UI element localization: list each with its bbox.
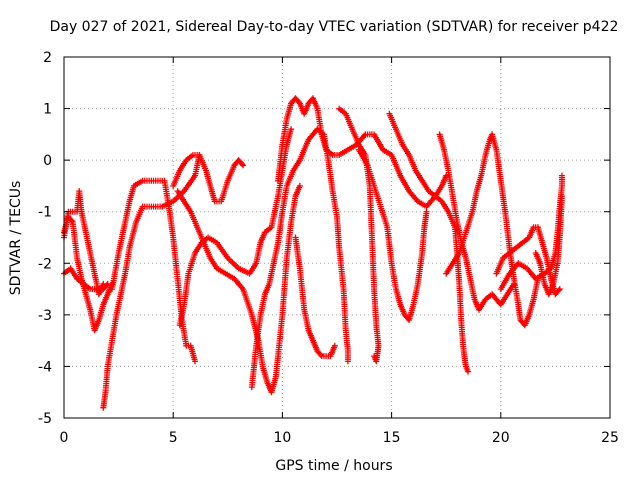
- data-point-markers: [170, 152, 247, 205]
- data-point-markers: [292, 234, 338, 360]
- satellite-track: [174, 182, 303, 396]
- data-point-markers: [386, 110, 472, 375]
- satellite-track: [170, 152, 247, 205]
- data-point-markers: [275, 95, 450, 210]
- y-tick-label: 2: [43, 50, 52, 66]
- y-tick-label: -3: [38, 308, 52, 324]
- y-axis-label: SDTVAR / TECUs: [8, 181, 24, 296]
- x-tick-label: 25: [601, 430, 619, 446]
- y-tick-label: -1: [38, 205, 52, 221]
- axis-ticks: 0 5 10 15 20 25 -5 -4 -3 -2 -1 0 1 2: [38, 50, 619, 446]
- satellite-track: [355, 146, 430, 323]
- y-tick-label: -5: [38, 411, 52, 427]
- satellite-track: [532, 193, 565, 298]
- y-tick-label: 1: [43, 102, 52, 118]
- data-markers: [61, 95, 565, 411]
- satellite-track: [275, 95, 450, 210]
- satellite-track: [443, 131, 541, 329]
- data-point-markers: [174, 182, 303, 396]
- data-point-markers: [109, 177, 199, 365]
- satellite-track: [386, 110, 472, 375]
- satellite-track: [109, 177, 199, 365]
- x-tick-label: 20: [492, 430, 510, 446]
- chart-title: Day 027 of 2021, Sidereal Day-to-day VTE…: [50, 19, 619, 35]
- satellite-track: [176, 126, 295, 329]
- x-tick-label: 10: [273, 430, 291, 446]
- y-tick-label: 0: [43, 153, 52, 169]
- data-point-markers: [355, 146, 430, 323]
- y-tick-label: -2: [38, 256, 52, 272]
- data-point-markers: [443, 131, 541, 329]
- data-point-markers: [176, 126, 295, 329]
- y-tick-label: -4: [38, 359, 52, 375]
- data-point-markers: [532, 193, 565, 298]
- plot-frame: [63, 56, 611, 419]
- satellite-track: [292, 234, 338, 360]
- x-tick-label: 15: [383, 430, 401, 446]
- x-tick-label: 0: [60, 430, 69, 446]
- x-axis-label: GPS time / hours: [275, 458, 392, 474]
- x-tick-label: 5: [169, 430, 178, 446]
